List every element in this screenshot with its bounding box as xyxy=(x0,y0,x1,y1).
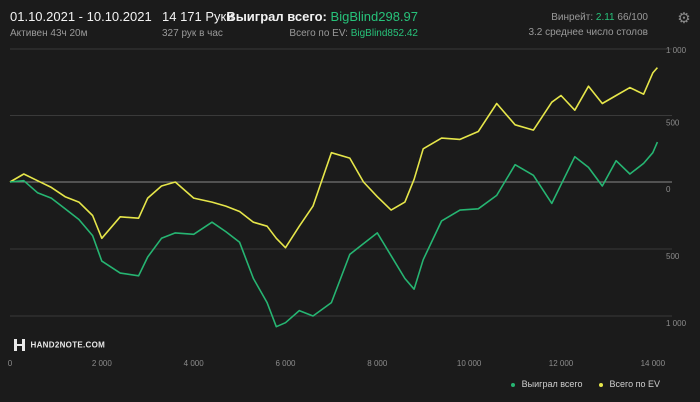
x-tick-label: 2 000 xyxy=(92,359,113,368)
x-tick-label: 4 000 xyxy=(184,359,205,368)
x-tick-label: 6 000 xyxy=(275,359,296,368)
legend-dot-won xyxy=(511,382,516,387)
y-tick-label: 500 xyxy=(666,119,680,128)
chart-grid xyxy=(10,48,672,317)
y-tick-label: 1 000 xyxy=(666,46,687,55)
y-tick-label: 500 xyxy=(666,252,680,261)
logo-text: HAND2NOTE.COM xyxy=(30,340,106,350)
chart-legend: Выиграл всего Всего по EV xyxy=(497,379,660,389)
logo-mark-icon xyxy=(14,339,25,351)
legend-label-won: Выиграл всего xyxy=(521,379,583,389)
winrate-extra: 66/100 xyxy=(617,12,648,23)
x-tick-label: 12 000 xyxy=(549,359,574,368)
legend-label-ev: Всего по EV xyxy=(609,379,660,389)
hand2note-logo: HAND2NOTE.COM xyxy=(14,339,105,353)
x-axis-ticks: 0 2 000 4 000 6 000 8 000 10 000 12 000 14 000 xyxy=(8,359,666,368)
x-tick-label: 10 000 xyxy=(457,359,482,368)
won-total: Выиграл всего: BigBlind298.97 xyxy=(226,9,418,24)
series-line-won xyxy=(9,141,659,328)
gear-icon[interactable]: ⚙ xyxy=(677,10,691,27)
date-range: 01.10.2021 - 10.10.2021 xyxy=(10,9,152,24)
x-tick-label: 8 000 xyxy=(367,359,388,368)
winrate-block: Винрейт: 2.11 66/100 3.2 среднее число с… xyxy=(528,12,648,38)
hands-block: 14 171 Руки 327 рук в час xyxy=(162,9,234,39)
won-value: BigBlind298.97 xyxy=(330,9,418,24)
ev-label: Всего по EV: xyxy=(289,28,348,39)
won-label: Выиграл всего: xyxy=(226,9,327,24)
stats-header: 01.10.2021 - 10.10.2021 Активен 43ч 20м … xyxy=(0,0,700,44)
legend-item-ev[interactable]: Всего по EV xyxy=(599,379,660,389)
chart-lines xyxy=(9,67,659,328)
avg-tables: 3.2 среднее число столов xyxy=(528,27,648,38)
y-tick-label: 1 000 xyxy=(666,319,687,328)
legend-dot-ev xyxy=(599,382,603,387)
x-tick-label: 14 000 xyxy=(641,359,666,368)
y-tick-label: 0 xyxy=(666,185,671,194)
x-tick-label: 0 xyxy=(8,359,13,368)
won-block: Выиграл всего: BigBlind298.97 Всего по E… xyxy=(226,9,418,39)
y-axis-ticks: 1 000 500 0 500 1 000 xyxy=(666,46,687,328)
hands-per-hour: 327 рук в час xyxy=(162,28,223,39)
ev-total: Всего по EV: BigBlind852.42 xyxy=(226,28,418,39)
ev-value: BigBlind852.42 xyxy=(350,28,418,39)
profit-chart: 1 000 500 0 500 1 000 0 2 000 4 000 6 000 8 000 1… xyxy=(8,46,687,368)
winrate: Винрейт: 2.11 66/100 xyxy=(528,12,648,23)
date-block: 01.10.2021 - 10.10.2021 Активен 43ч 20м xyxy=(10,9,152,39)
active-time: Активен 43ч 20м xyxy=(10,28,88,39)
series-line-ev xyxy=(9,67,659,249)
legend-item-won[interactable]: Выиграл всего xyxy=(511,379,582,389)
winrate-label: Винрейт: xyxy=(551,12,594,23)
hands-count: 14 171 Руки xyxy=(162,9,234,24)
winrate-value: 2.11 xyxy=(595,12,615,23)
